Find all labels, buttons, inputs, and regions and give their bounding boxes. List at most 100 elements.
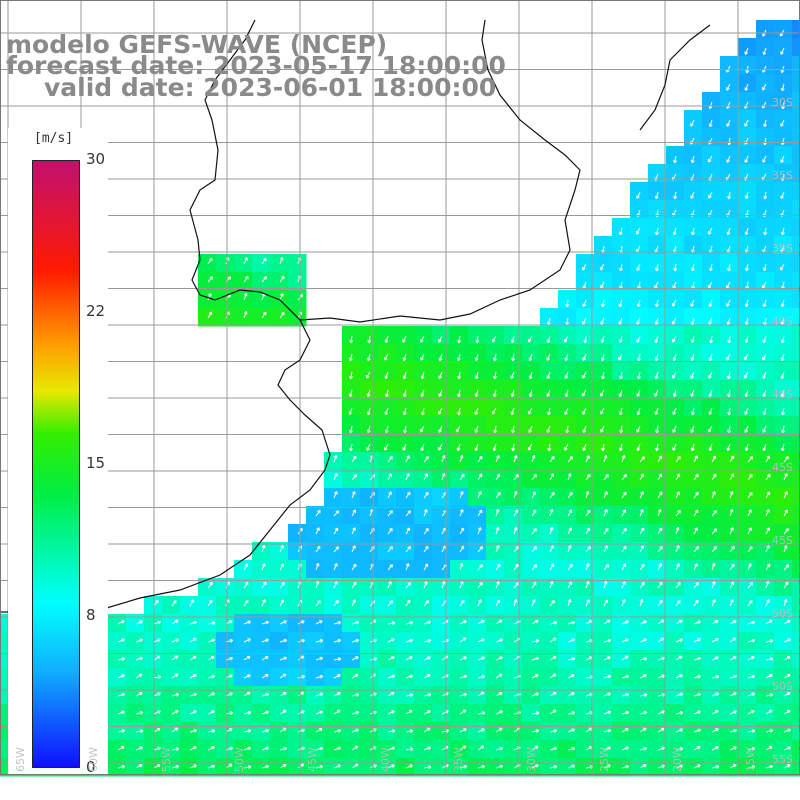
wind-cell	[414, 578, 433, 597]
wind-cell	[288, 542, 307, 561]
wind-cell	[702, 398, 721, 417]
wind-arrow	[762, 263, 767, 272]
wind-cell	[612, 488, 631, 507]
wind-cell	[630, 650, 649, 669]
wind-arrow	[747, 582, 753, 589]
wind-cell	[594, 236, 613, 255]
wind-cell	[504, 740, 523, 759]
wind-arrow	[546, 425, 551, 433]
wind-cell	[450, 524, 469, 543]
wind-cell	[522, 542, 541, 561]
wind-arrow	[171, 655, 179, 661]
wind-cell	[360, 524, 379, 543]
wind-cell	[720, 362, 739, 381]
wind-arrow	[315, 581, 320, 589]
wind-cell	[396, 380, 415, 399]
wind-cell	[684, 488, 703, 507]
wind-arrow	[549, 527, 554, 535]
wind-arrow	[474, 353, 479, 362]
wind-arrow	[765, 639, 774, 643]
wind-arrow	[603, 509, 608, 517]
wind-cell	[306, 686, 325, 705]
wind-cell	[738, 614, 757, 633]
wind-cell	[702, 236, 721, 255]
wind-cell	[324, 578, 343, 597]
wind-cell	[306, 542, 325, 561]
wind-cell	[594, 434, 613, 453]
wind-cell	[738, 596, 757, 615]
wind-arrow	[744, 47, 749, 55]
wind-arrow	[351, 545, 356, 553]
wind-arrow	[527, 335, 533, 343]
wind-arrow	[495, 455, 500, 463]
wind-arrow	[493, 371, 497, 380]
wind-arrow	[511, 425, 515, 434]
wind-cell	[792, 362, 800, 381]
wind-cell	[126, 740, 145, 759]
wind-cell	[306, 722, 325, 741]
wind-cell	[216, 686, 235, 705]
wind-cell	[720, 704, 739, 723]
wind-arrow	[708, 299, 713, 307]
wind-arrow	[621, 764, 630, 769]
lat-label: 35S	[772, 169, 793, 182]
wind-arrow	[709, 335, 714, 344]
wind-arrow	[459, 545, 465, 553]
wind-cell	[702, 704, 721, 723]
wind-arrow	[567, 638, 575, 643]
wind-cell	[414, 614, 433, 633]
wind-cell	[486, 596, 505, 615]
wind-cell	[738, 146, 757, 165]
wind-arrow	[780, 47, 785, 55]
wind-arrow	[279, 673, 287, 679]
wind-arrow	[387, 473, 392, 481]
wind-arrow	[549, 637, 557, 643]
wind-cell	[594, 524, 613, 543]
wind-cell	[630, 344, 649, 363]
wind-arrow	[547, 443, 552, 452]
wind-cell	[414, 470, 433, 489]
wind-cell	[198, 254, 217, 273]
wind-arrow	[637, 371, 641, 380]
wind-arrow	[279, 746, 288, 751]
wind-arrow	[635, 227, 641, 235]
wind-arrow	[603, 474, 609, 481]
wind-arrow	[636, 407, 641, 416]
wind-arrow	[189, 674, 197, 679]
wind-cell	[378, 380, 397, 399]
wind-arrow	[423, 563, 429, 571]
wind-cell	[342, 596, 361, 615]
wind-cell	[486, 632, 505, 651]
wind-arrow	[423, 710, 431, 715]
wind-arrow	[603, 455, 608, 463]
wind-cell	[576, 452, 595, 471]
wind-cell	[432, 398, 451, 417]
wind-cell	[108, 668, 127, 687]
wind-arrow	[349, 425, 353, 434]
wind-arrow	[315, 728, 323, 733]
wind-cell	[702, 146, 721, 165]
wind-arrow	[387, 692, 395, 697]
wind-arrow	[477, 619, 485, 625]
wind-arrow	[420, 371, 425, 380]
wind-cell	[378, 578, 397, 597]
wind-arrow	[765, 745, 773, 751]
wind-cell	[432, 560, 451, 579]
wind-cell	[396, 416, 415, 435]
wind-arrow	[261, 545, 266, 553]
wind-arrow	[585, 491, 590, 499]
wind-cell	[720, 758, 739, 777]
wind-cell	[738, 362, 757, 381]
wind-arrow	[549, 746, 558, 751]
wind-cell	[648, 164, 667, 183]
wind-cell	[396, 344, 415, 363]
wind-arrow	[387, 564, 393, 571]
wind-cell	[414, 452, 433, 471]
wind-cell	[360, 344, 379, 363]
wind-arrow	[780, 443, 785, 452]
wind-arrow	[675, 655, 683, 661]
wind-arrow	[438, 407, 443, 415]
wind-arrow	[207, 638, 215, 643]
wind-arrow	[621, 655, 629, 661]
